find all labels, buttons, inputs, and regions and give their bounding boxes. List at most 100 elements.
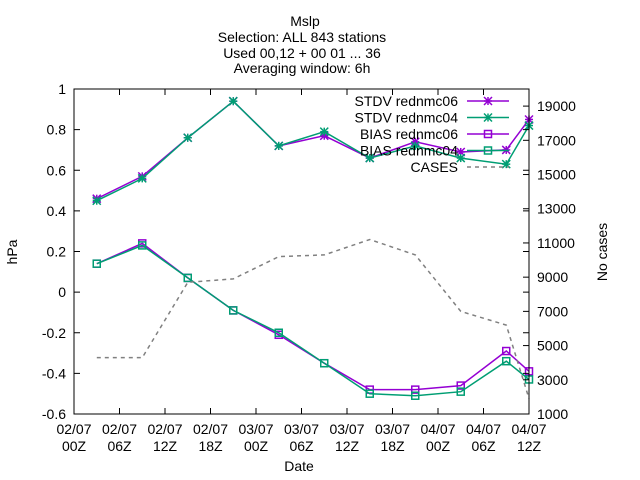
- data-point: [411, 391, 420, 400]
- x-tick-label-date: 03/07: [329, 421, 364, 437]
- x-tick-label-date: 04/07: [466, 421, 501, 437]
- series-stdv-rednmc04: [92, 96, 534, 206]
- series-line-stdv-rednmc06: [96, 100, 530, 200]
- legend-entry-bias-rednmc04: BIAS rednmc04: [360, 143, 509, 159]
- y2-tick-label: 15000: [537, 167, 576, 183]
- y-tick-label: 0.4: [47, 203, 67, 219]
- x-tick-label-date: 03/07: [238, 421, 273, 437]
- data-point: [92, 259, 101, 268]
- data-point: [411, 385, 420, 394]
- chart-title-line-4: Averaging window: 6h: [234, 60, 371, 76]
- legend-entry-stdv-rednmc04: STDV rednmc04: [355, 110, 509, 126]
- legend-label: BIAS rednmc06: [360, 126, 458, 142]
- data-point: [502, 346, 511, 356]
- series-line-stdv-rednmc04: [96, 100, 530, 202]
- data-point: [456, 153, 466, 163]
- chart-title-line-3: Used 00,12 + 00 01 ... 36: [223, 45, 381, 61]
- x-axis-label: Date: [284, 458, 314, 474]
- y-tick-label: 0.6: [47, 162, 67, 178]
- data-point: [92, 196, 102, 206]
- data-point: [320, 358, 329, 368]
- x-tick-label-hour: 06Z: [107, 438, 132, 454]
- chart-title-line-2: Selection: ALL 843 stations: [218, 29, 386, 45]
- y-tick-label: 0.2: [47, 244, 67, 260]
- y2-tick-label: 3000: [537, 372, 568, 388]
- y2-axis-label: No cases: [594, 223, 610, 281]
- legend-label: CASES: [411, 159, 458, 175]
- y2-tick-label: 9000: [537, 269, 568, 285]
- y2-tick-label: 5000: [537, 338, 568, 354]
- legend-marker: [483, 112, 493, 123]
- series-line-cases: [96, 238, 530, 399]
- y-tick-label: 0.8: [47, 122, 67, 138]
- chart-title-line-1: Mslp: [290, 13, 320, 29]
- x-tick-label-hour: 12Z: [517, 438, 542, 454]
- data-point: [274, 328, 283, 337]
- x-tick-label-hour: 00Z: [426, 438, 451, 454]
- x-tick-label-date: 02/07: [147, 421, 182, 437]
- y-tick-label: -0.2: [42, 325, 66, 341]
- x-tick-label-hour: 06Z: [289, 438, 314, 454]
- x-tick-label-date: 04/07: [511, 421, 546, 437]
- x-tick-label-hour: 00Z: [244, 438, 269, 454]
- data-point: [319, 127, 329, 137]
- legend-marker: [483, 96, 493, 106]
- x-tick-label-date: 03/07: [375, 421, 410, 437]
- legend-entry-stdv-rednmc06: STDV rednmc06: [355, 93, 509, 109]
- x-tick-label-date: 02/07: [56, 421, 91, 437]
- data-point: [501, 159, 511, 169]
- x-tick-label-date: 03/07: [284, 421, 319, 437]
- chart-title: Mslp Selection: ALL 843 stations Used 00…: [218, 13, 386, 76]
- series-stdv-rednmc06: [92, 96, 534, 204]
- x-tick-label-hour: 06Z: [471, 438, 496, 454]
- data-point: [410, 137, 420, 147]
- y-tick-label: -0.6: [42, 406, 66, 422]
- y2-tick-label: 11000: [537, 235, 575, 251]
- x-tick-label-date: 04/07: [420, 421, 455, 437]
- series-line-bias-rednmc06: [96, 242, 530, 391]
- x-tick-label-hour: 18Z: [198, 438, 223, 454]
- legend-label: STDV rednmc06: [355, 93, 459, 109]
- legend-entry-cases: CASES: [411, 159, 509, 175]
- data-point: [183, 133, 193, 143]
- data-point: [138, 241, 147, 250]
- legend-entry-bias-rednmc06: BIAS rednmc06: [360, 126, 509, 142]
- data-point: [92, 259, 101, 268]
- data-point: [410, 141, 420, 151]
- data-point: [183, 273, 192, 283]
- plot-frame: [73, 88, 530, 415]
- x-tick-label-hour: 00Z: [62, 438, 87, 454]
- series-bias-rednmc04: [92, 241, 534, 400]
- data-point: [274, 141, 284, 151]
- x-tick-label-hour: 18Z: [380, 438, 405, 454]
- y2-tick-label: 7000: [537, 303, 568, 319]
- y2-tick-label: 1000: [537, 406, 568, 422]
- legend-label: BIAS rednmc04: [360, 143, 458, 159]
- y-tick-label: 0: [58, 284, 66, 300]
- series-cases: [96, 238, 530, 399]
- data-point: [456, 387, 465, 396]
- y2-tick-label: 13000: [537, 201, 576, 217]
- data-point: [365, 153, 375, 163]
- y-axis-label: hPa: [4, 239, 20, 264]
- data-point: [137, 173, 147, 183]
- data-point: [502, 356, 511, 366]
- x-tick-label-hour: 12Z: [153, 438, 178, 454]
- legend-marker: [483, 129, 493, 139]
- series-line-bias-rednmc04: [96, 244, 530, 397]
- y2-tick-label: 19000: [537, 98, 576, 114]
- data-point: [228, 96, 238, 106]
- y-tick-label: 1: [58, 81, 66, 97]
- x-tick-label-date: 02/07: [102, 421, 137, 437]
- x-tick-label-date: 02/07: [193, 421, 228, 437]
- legend-label: STDV rednmc04: [355, 110, 459, 126]
- data-point: [456, 381, 465, 390]
- data-point: [229, 306, 238, 315]
- series-bias-rednmc06: [92, 239, 534, 394]
- x-tick-label-hour: 12Z: [335, 438, 360, 454]
- legend-marker: [483, 146, 493, 155]
- y2-tick-label: 17000: [537, 132, 576, 148]
- data-point: [365, 389, 374, 398]
